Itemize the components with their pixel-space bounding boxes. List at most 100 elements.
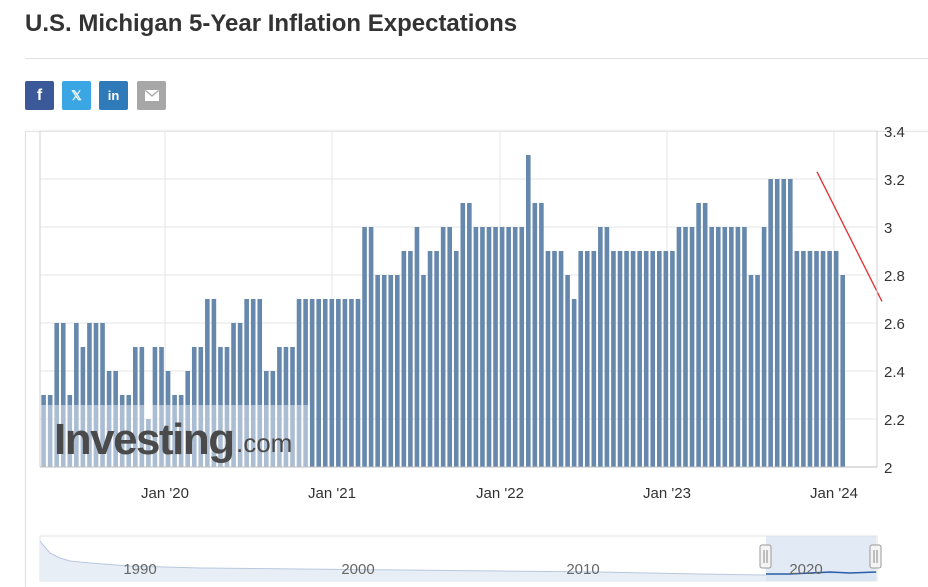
chart-bar	[205, 299, 210, 467]
chart-bar	[414, 227, 420, 467]
x-tick-label: Jan '21	[308, 485, 356, 502]
chart-bar	[60, 323, 66, 467]
chart-bar	[316, 299, 321, 467]
navigator-left-handle[interactable]	[759, 544, 772, 569]
chart-bar	[807, 251, 813, 467]
chart-bar	[336, 299, 341, 467]
y-tick-label: 2	[884, 460, 892, 477]
chart-bar	[545, 251, 551, 467]
chart-bar	[683, 227, 688, 467]
chart-bar	[650, 251, 656, 467]
chart-bar	[519, 227, 525, 467]
x-axis-labels: Jan '20 Jan '21 Jan '22 Jan '23 Jan '24	[141, 485, 858, 502]
y-tick-label: 2.4	[884, 364, 905, 381]
handle-body[interactable]	[869, 544, 882, 569]
chart-bar	[486, 227, 492, 467]
chart-bar	[493, 227, 498, 467]
chart-bar	[467, 203, 472, 467]
chart-bar	[670, 251, 675, 467]
chart-bar	[499, 227, 505, 467]
chart-bar	[178, 395, 184, 467]
chart-bar	[349, 299, 354, 467]
chart-bar	[702, 203, 708, 467]
x-share-button[interactable]: 𝕏	[62, 81, 91, 110]
chart-bar	[309, 299, 315, 467]
linkedin-icon: in	[107, 88, 120, 103]
chart-bar	[604, 227, 610, 467]
email-share-button[interactable]	[137, 81, 166, 110]
chart-bar	[434, 251, 439, 467]
chart-bar	[578, 251, 583, 467]
chart-bar	[296, 299, 302, 467]
chart-bar	[283, 347, 289, 467]
navigator-area	[40, 541, 877, 581]
chart-bar	[827, 251, 832, 467]
chart-bar	[146, 419, 151, 467]
navigator-year-label: 2000	[341, 561, 374, 578]
chart-bar	[355, 299, 361, 467]
chart-bar	[427, 251, 433, 467]
chart-bar	[624, 251, 629, 467]
chart-bar	[408, 251, 413, 467]
chart-bar	[270, 371, 276, 467]
chart-bar	[781, 179, 787, 467]
chart-bar	[473, 227, 479, 467]
chart-bar	[460, 203, 466, 467]
chart-bar	[801, 251, 806, 467]
chart-bar	[172, 395, 177, 467]
watermark-backdrop	[41, 405, 310, 467]
chart-bar	[617, 251, 623, 467]
chart-bar	[231, 323, 236, 467]
chart-bar	[113, 371, 118, 467]
page-title: U.S. Michigan 5-Year Inflation Expectati…	[25, 10, 518, 37]
chart-bar	[709, 227, 714, 467]
chart-bar	[722, 227, 728, 467]
watermark-suffix: .com	[236, 428, 292, 458]
linkedin-share-button[interactable]: in	[99, 81, 128, 110]
chart-bar	[362, 227, 367, 467]
navigator-right-handle[interactable]	[869, 544, 882, 569]
handle-body[interactable]	[759, 544, 772, 569]
chart-bar	[676, 227, 682, 467]
chart-bar	[47, 395, 53, 467]
chart-bar	[630, 251, 636, 467]
facebook-share-button[interactable]: f	[25, 81, 54, 110]
chart-bar	[565, 275, 570, 467]
chart-bar	[820, 251, 826, 467]
watermark-text: Investing	[54, 415, 234, 464]
chart-bars	[41, 155, 845, 467]
chart-bar	[761, 227, 767, 467]
chart-bar	[67, 395, 73, 467]
chart-bar	[211, 299, 217, 467]
chart-bar	[395, 275, 400, 467]
range-navigator[interactable]: 1990 2000 2010 2020	[39, 535, 882, 582]
chart-bar	[526, 155, 531, 467]
y-tick-label: 3	[884, 220, 892, 237]
chart-bar	[643, 251, 649, 467]
trend-line	[816, 171, 883, 302]
chart-bar	[755, 275, 760, 467]
chart-bar	[584, 251, 590, 467]
chart-bar	[257, 299, 263, 467]
x-twitter-icon: 𝕏	[71, 87, 82, 103]
chart-bar	[401, 251, 407, 467]
chart-bar	[558, 251, 564, 467]
chart-bar	[689, 227, 695, 467]
chart-bar	[840, 275, 845, 467]
chart-bar	[532, 203, 538, 467]
chart-bar	[657, 251, 662, 467]
chart-bar	[571, 299, 577, 467]
chart-bar	[591, 251, 597, 467]
chart-bar	[185, 371, 190, 467]
title-divider	[25, 58, 928, 59]
facebook-icon: f	[36, 86, 43, 104]
chart-bar	[191, 347, 197, 467]
chart-bar	[748, 275, 754, 467]
chart-bar	[264, 371, 269, 467]
chart-bar	[453, 251, 459, 467]
navigator-year-label: 1990	[123, 561, 156, 578]
chart-bar	[833, 251, 839, 467]
chart-bar	[198, 347, 204, 467]
chart-bar	[788, 179, 793, 467]
